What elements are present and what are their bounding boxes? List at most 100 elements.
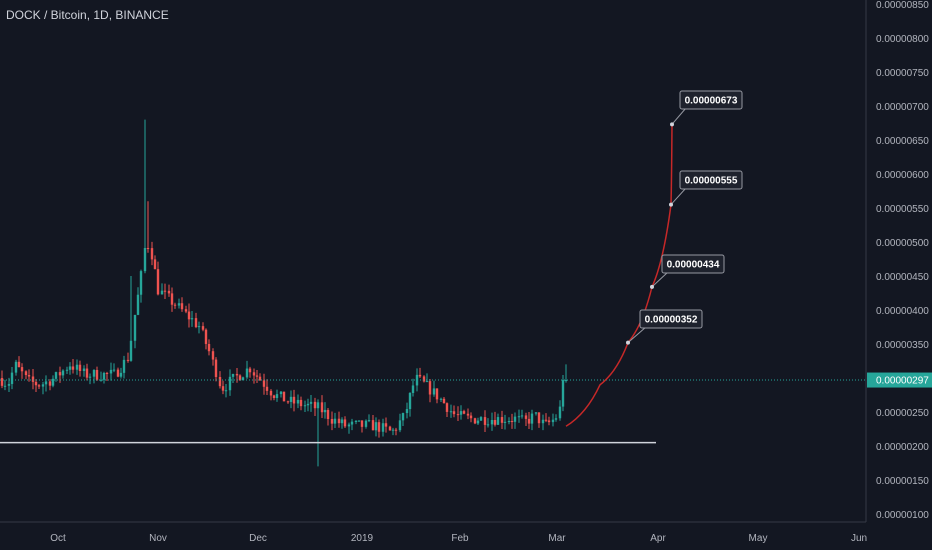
candle (105, 371, 109, 381)
candle (139, 269, 143, 303)
candle (92, 369, 96, 384)
candle (510, 413, 514, 429)
candle (34, 379, 38, 393)
candle (405, 402, 409, 419)
candle (296, 394, 300, 409)
candle (24, 370, 28, 380)
candle (517, 409, 521, 423)
candle (3, 379, 7, 391)
y-tick-label: 0.00000750 (876, 68, 929, 79)
candle (537, 412, 541, 428)
price-target-label: 0.00000434 (667, 260, 720, 271)
candle (408, 392, 412, 417)
candle (14, 359, 18, 376)
candle (347, 422, 351, 434)
price-target-callout[interactable]: 0.00000434 (650, 254, 725, 289)
candle (180, 297, 184, 312)
candle (228, 369, 232, 396)
candle (384, 417, 388, 433)
candle (275, 389, 279, 402)
candle (558, 400, 562, 421)
y-tick-label: 0.00000350 (876, 340, 929, 351)
candle (534, 412, 538, 416)
candle (31, 369, 35, 390)
candle (292, 389, 296, 412)
candle (323, 402, 327, 419)
candle (184, 305, 188, 314)
y-tick-label: 0.00000550 (876, 204, 929, 215)
candle (541, 414, 545, 431)
candle (194, 312, 198, 329)
price-target-label: 0.00000352 (645, 315, 698, 326)
candle (54, 371, 58, 382)
candle (357, 420, 361, 423)
candle (316, 399, 320, 467)
candle (503, 414, 507, 430)
candle (143, 119, 147, 274)
candle (337, 411, 341, 428)
candle (109, 362, 113, 381)
y-tick-label: 0.00000850 (876, 0, 929, 11)
candle (435, 388, 439, 404)
candle (102, 371, 106, 384)
y-tick-label: 0.00000250 (876, 408, 929, 419)
candle (17, 356, 21, 368)
candle (330, 411, 334, 431)
x-tick-label: Mar (548, 533, 566, 544)
y-tick-label: 0.00000800 (876, 34, 929, 45)
price-target-callout[interactable]: 0.00000352 (626, 309, 703, 345)
candle (61, 369, 65, 379)
candle (547, 416, 551, 426)
candle (68, 362, 72, 375)
candle (48, 379, 52, 391)
candle (214, 357, 218, 382)
candle (377, 419, 381, 438)
candle (133, 314, 137, 349)
candle (507, 417, 511, 425)
candle (476, 417, 480, 426)
candle (201, 322, 205, 332)
candle (439, 397, 443, 403)
candle (544, 413, 548, 423)
candle (95, 366, 99, 382)
candle (456, 406, 460, 421)
candle (224, 383, 228, 398)
price-target-callout[interactable]: 0.00000673 (670, 90, 743, 127)
candle (299, 396, 303, 411)
candle (313, 397, 317, 417)
candle (27, 369, 31, 382)
candle (75, 359, 79, 375)
candle (394, 427, 398, 436)
candle (85, 363, 89, 381)
candle (374, 417, 378, 437)
candle (343, 416, 347, 428)
candle (411, 378, 415, 397)
candle (272, 394, 276, 401)
candle (82, 365, 86, 377)
candle (513, 412, 517, 429)
candle (126, 352, 130, 363)
projection-curve[interactable] (565, 124, 673, 427)
candle (190, 311, 194, 327)
candle (561, 375, 565, 412)
candle (170, 287, 174, 312)
candle (524, 412, 528, 426)
candle (391, 427, 395, 436)
candle (10, 367, 14, 390)
candle (245, 360, 249, 379)
price-target-callout[interactable]: 0.00000555 (669, 170, 743, 207)
last-price-label: 0.00000297 (867, 372, 932, 388)
candle (452, 405, 456, 418)
y-tick-label: 0.00000150 (876, 476, 929, 487)
x-tick-label: May (749, 533, 768, 544)
candle (20, 363, 24, 379)
x-tick-label: Oct (50, 533, 66, 544)
y-tick-label: 0.00000200 (876, 442, 929, 453)
x-tick-label: Nov (149, 533, 167, 544)
candle (469, 412, 473, 423)
candle (0, 370, 4, 389)
candle (371, 415, 375, 431)
candle (146, 201, 150, 253)
